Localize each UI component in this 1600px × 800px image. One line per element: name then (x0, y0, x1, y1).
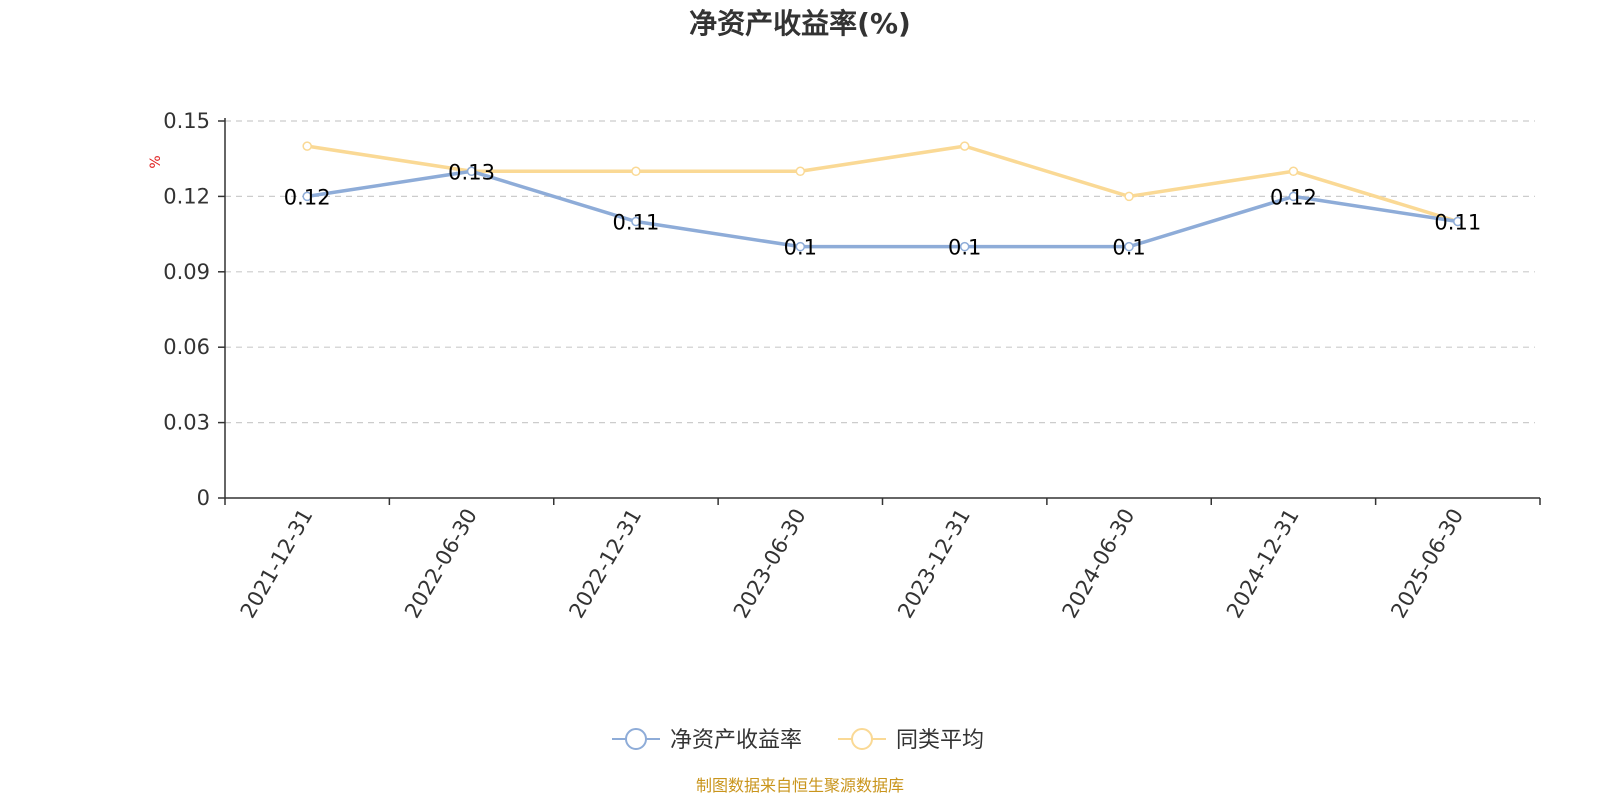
series-point-1[interactable] (795, 166, 806, 177)
legend-marker (625, 728, 647, 750)
x-tick-label: 2023-06-30 (729, 505, 811, 623)
y-tick-label: 0.15 (163, 109, 210, 133)
series-point-0[interactable] (631, 216, 641, 227)
source-note: 制图数据来自恒生聚源数据库 (696, 776, 904, 795)
data-labels: 0.12 0.13 0.11 0.1 0.1 0.1 0.12 0.11 (284, 160, 1481, 259)
legend-item-1[interactable]: 同类平均 (838, 728, 984, 753)
y-tick-label: 0.12 (163, 184, 210, 208)
series-point-1[interactable] (1288, 166, 1299, 177)
data-label: 0.13 (448, 160, 495, 184)
data-label: 0.1 (948, 236, 981, 260)
legend-marker (851, 728, 873, 750)
series-point-0[interactable] (1124, 241, 1134, 252)
x-tick-label: 2022-06-30 (400, 505, 482, 623)
x-tick-label: 2024-12-31 (1222, 505, 1304, 623)
series-point-1[interactable] (1124, 191, 1134, 202)
series-point-0[interactable] (466, 166, 477, 177)
chart-title: 净资产收益率(%) (689, 7, 911, 40)
series-group (302, 141, 1463, 252)
legend[interactable]: 净资产收益率 同类平均 (612, 728, 984, 753)
series-point-0[interactable] (795, 241, 806, 252)
series-point-1[interactable] (631, 166, 641, 177)
legend-label: 同类平均 (896, 728, 984, 753)
data-label: 0.12 (284, 185, 331, 209)
x-tick-label: 2025-06-30 (1386, 505, 1468, 623)
y-axis-ticks: 0 0.03 0.06 0.09 0.12 0.15 (163, 109, 225, 510)
y-tick-label: 0.06 (163, 335, 210, 359)
x-tick-label: 2024-06-30 (1058, 505, 1140, 623)
x-tick-label: 2022-12-31 (564, 505, 646, 623)
data-label: 0.11 (1434, 211, 1481, 235)
x-tick-label: 2023-12-31 (893, 505, 975, 623)
data-label: 0.1 (784, 236, 817, 260)
grid-lines (225, 120, 1535, 424)
y-tick-label: 0 (197, 486, 210, 510)
y-tick-label: 0.03 (163, 411, 210, 435)
series-line-1 (306, 144, 1459, 224)
series-point-0[interactable] (1288, 191, 1299, 202)
series-point-1[interactable] (302, 141, 312, 151)
axes (224, 118, 1540, 499)
series-point-0[interactable] (959, 241, 970, 252)
data-label: 0.11 (613, 211, 660, 235)
legend-item-0[interactable]: 净资产收益率 (612, 728, 802, 753)
data-label: 0.1 (1112, 236, 1145, 260)
x-axis-ticks: 2021-12-31 2022-06-30 2022-12-31 2023-06-30… (224, 498, 1541, 623)
series-line-0 (306, 169, 1459, 249)
y-tick-label: 0.09 (163, 260, 210, 284)
series-point-1[interactable] (959, 141, 970, 151)
x-tick-label: 2021-12-31 (236, 505, 318, 623)
legend-label: 净资产收益率 (670, 728, 802, 753)
series-point-0[interactable] (302, 191, 312, 202)
data-label: 0.12 (1270, 185, 1317, 209)
y-axis-unit-label: % (148, 155, 164, 168)
series-point-0[interactable] (1453, 216, 1463, 227)
